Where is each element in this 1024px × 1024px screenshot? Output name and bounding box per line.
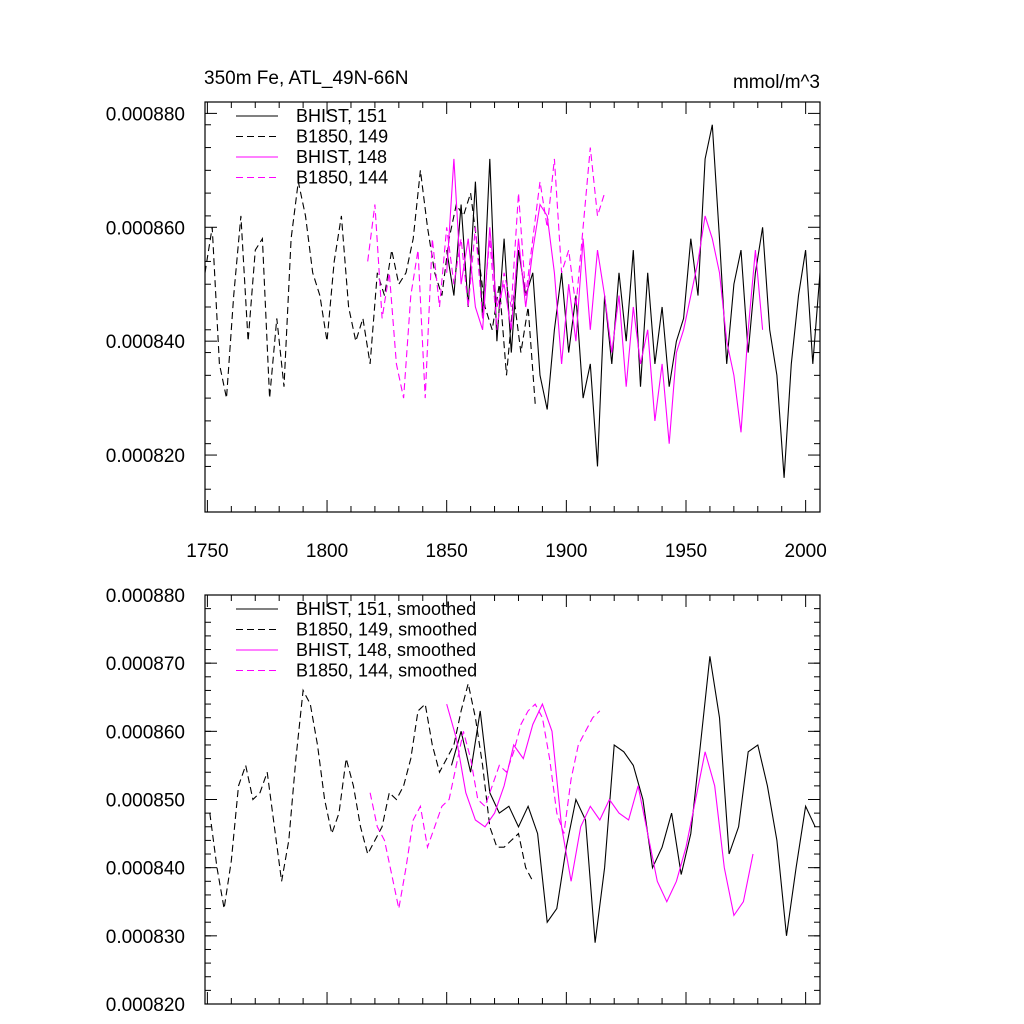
units-label: mmol/m^3 — [733, 72, 820, 93]
y-tick-label: 0.000850 — [106, 791, 185, 812]
series-line-2 — [209, 683, 534, 909]
y-tick-label: 0.000880 — [106, 104, 185, 125]
legend-label: B1850, 144 — [296, 168, 388, 188]
plot-title: 350m Fe, ATL_49N-66N — [204, 68, 409, 89]
bottom-panel: 0.000820 0.000830 0.000840 0.000850 0.000860… — [106, 586, 821, 1016]
series-line-3 — [446, 702, 754, 917]
legend-label: B1850, 149, smoothed — [296, 620, 477, 640]
legend-label: B1850, 144, smoothed — [296, 661, 477, 681]
legend-label: BHIST, 148 — [296, 147, 387, 167]
y-tick-label: 0.000870 — [106, 654, 185, 675]
y-tick-label: 0.000820 — [106, 995, 185, 1016]
series-line-2 — [205, 170, 536, 404]
y-tick-label: 0.000840 — [106, 332, 185, 353]
legend-label: B1850, 149 — [296, 127, 388, 147]
series-line-4 — [367, 147, 606, 399]
legend-label: BHIST, 151 — [296, 106, 387, 126]
x-tick-label: 1800 — [306, 541, 348, 562]
y-tick-label: 0.000830 — [106, 927, 185, 948]
legend-label: BHIST, 151, smoothed — [296, 599, 476, 619]
top-panel: 0.000820 0.000840 0.000860 0.000880 1750 1800… — [106, 101, 827, 562]
x-tick-label: 1900 — [545, 541, 587, 562]
y-tick-label: 0.000820 — [106, 446, 185, 467]
y-tick-label: 0.000880 — [106, 586, 185, 607]
x-tick-label: 1950 — [665, 541, 707, 562]
y-tick-label: 0.000840 — [106, 859, 185, 880]
series-line-4 — [369, 703, 601, 909]
series-line-3 — [446, 158, 764, 444]
series-line-1 — [450, 656, 816, 943]
legend-label: BHIST, 148, smoothed — [296, 640, 476, 660]
x-tick-label: 1850 — [426, 541, 468, 562]
x-tick-label: 1750 — [186, 541, 228, 562]
x-tick-label: 2000 — [785, 541, 827, 562]
y-tick-label: 0.000860 — [106, 722, 185, 743]
y-tick-label: 0.000860 — [106, 218, 185, 239]
